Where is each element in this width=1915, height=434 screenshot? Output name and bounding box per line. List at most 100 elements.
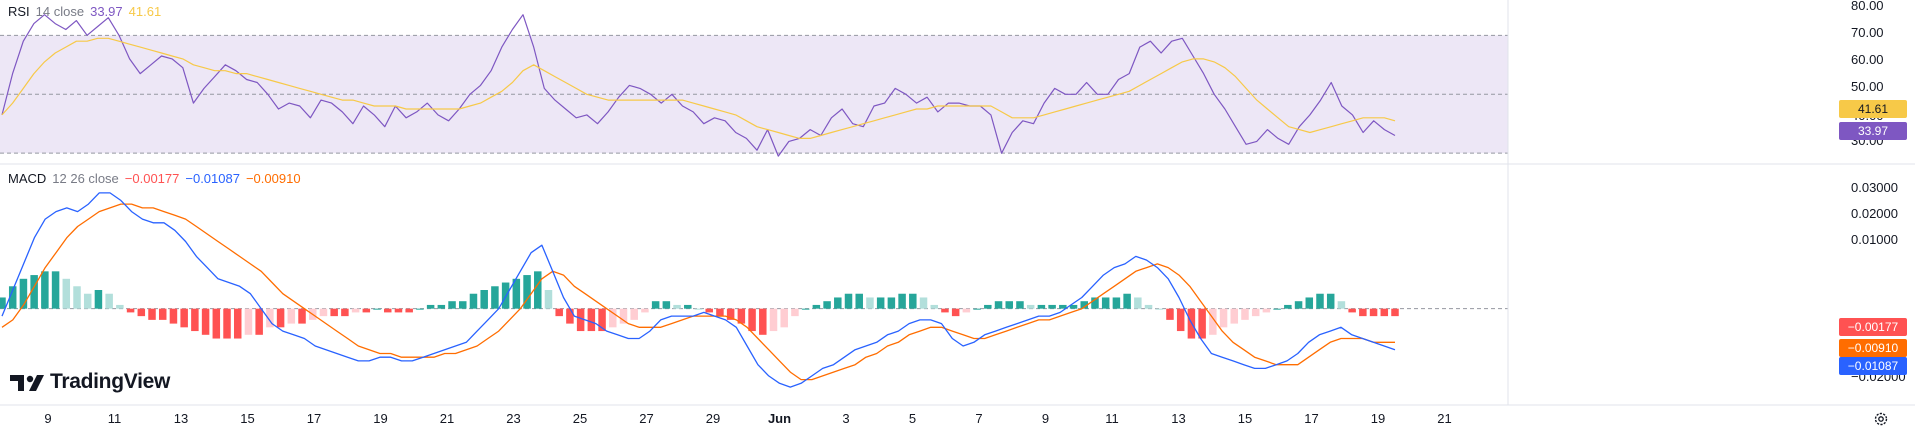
macd-histogram-bar: [416, 308, 424, 310]
macd-histogram-bar: [1348, 308, 1356, 313]
macd-line-tag: −0.01087: [1839, 357, 1907, 375]
macd-histogram-bar: [641, 308, 649, 313]
macd-legend[interactable]: MACD 12 26 close −0.00177 −0.01087 −0.00910: [8, 171, 307, 186]
rsi-title: RSI: [8, 4, 30, 19]
macd-histogram-bar: [1359, 308, 1367, 317]
macd-histogram-bar: [8, 286, 17, 309]
macd-histogram-bar: [1391, 308, 1399, 317]
macd-histogram-bar: [823, 301, 831, 309]
rsi-legend[interactable]: RSI 14 close 33.97 41.61: [8, 4, 167, 19]
macd-histogram-bar: [555, 308, 563, 317]
rsi-params: 14 close: [35, 4, 85, 19]
macd-line-value: −0.01087: [185, 171, 240, 186]
tradingview-logo-icon: [10, 375, 44, 391]
x-axis-label: 11: [1105, 411, 1119, 426]
macd-histogram-bar: [384, 308, 392, 313]
macd-histogram-bar: [212, 308, 221, 339]
x-axis-label: 9: [1041, 411, 1050, 426]
x-axis-label: Jun: [767, 411, 792, 426]
macd-title: MACD: [8, 171, 47, 186]
macd-histogram-bar: [994, 301, 1003, 309]
macd-histogram-bar: [898, 293, 906, 309]
macd-histogram-bar: [587, 308, 596, 332]
macd-histogram-bar: [437, 304, 446, 309]
macd-tick-002: 0.02000: [1851, 206, 1898, 221]
macd-histogram-bar: [330, 308, 338, 317]
macd-histogram-bar: [41, 271, 49, 309]
macd-histogram-bar: [1209, 308, 1217, 335]
macd-histogram-bar: [1059, 304, 1067, 309]
rsi-tag: 33.97: [1839, 122, 1907, 140]
macd-pane: [0, 192, 1508, 388]
macd-histogram-bar: [276, 308, 285, 328]
macd-histogram-bar: [780, 308, 788, 328]
x-axis-label: 19: [373, 411, 388, 426]
macd-histogram-bar: [341, 308, 349, 317]
x-axis-label: 25: [572, 411, 588, 426]
macd-histogram-bar: [1166, 308, 1174, 320]
macd-histogram-bar: [1326, 293, 1335, 309]
macd-histogram-bar: [791, 308, 799, 317]
macd-histogram-bar: [1230, 308, 1239, 324]
macd-histogram-bar: [1016, 301, 1024, 309]
x-axis-label: 7: [975, 411, 983, 426]
macd-histogram-bar: [459, 301, 467, 309]
rsi-pane: [0, 14, 1508, 157]
macd-histogram-bar: [512, 278, 521, 309]
macd-histogram-bar: [930, 304, 938, 309]
macd-histogram-bar: [1305, 297, 1314, 309]
macd-histogram-bar: [1069, 304, 1078, 309]
macd-histogram-bar: [1273, 308, 1281, 310]
macd-histogram-bar: [748, 308, 756, 332]
macd-histogram-bar: [951, 308, 960, 317]
x-axis-label: 29: [705, 411, 721, 426]
macd-histogram-bar: [1005, 301, 1013, 309]
macd-params: 12 26 close: [52, 171, 119, 186]
settings-gear-icon[interactable]: [1873, 411, 1889, 427]
macd-histogram-bar: [759, 308, 767, 335]
x-axis-label: 5: [908, 411, 917, 426]
x-axis-label: 19: [1370, 411, 1386, 426]
macd-histogram-bar: [566, 308, 574, 324]
macd-histogram-bar: [1026, 304, 1035, 309]
rsi-ma-line: [1, 37, 1396, 139]
macd-histogram-bar: [1176, 308, 1185, 332]
macd-histogram-bar: [716, 308, 724, 317]
macd-histogram-bar: [169, 308, 178, 324]
macd-histogram-bar: [705, 308, 713, 313]
macd-line: [1, 192, 1396, 388]
macd-histogram-bar: [83, 293, 92, 309]
macd-tick-001: 0.01000: [1851, 232, 1898, 247]
logo-text: TradingView: [50, 370, 171, 393]
macd-histogram-bar: [619, 308, 628, 324]
macd-histogram-bar: [1251, 308, 1260, 317]
x-axis-label: 15: [1237, 411, 1253, 426]
rsi-line: [1, 14, 1396, 157]
macd-histogram-bar: [426, 304, 435, 309]
macd-histogram-bar: [1048, 304, 1056, 309]
macd-histogram-bar: [1262, 308, 1271, 313]
macd-histogram-bar: [1219, 308, 1228, 328]
macd-signal-value: −0.00910: [245, 171, 301, 186]
macd-histogram-bar: [844, 293, 853, 309]
macd-histogram-bar: [298, 308, 306, 324]
macd-histogram-bar: [909, 293, 917, 309]
macd-histogram-bar: [319, 308, 328, 317]
macd-histogram-bar: [1144, 304, 1153, 309]
macd-histogram-bar: [1198, 308, 1206, 339]
macd-histogram-bar: [855, 293, 863, 309]
macd-histogram-bar: [1337, 301, 1346, 309]
macd-histogram-bar: [694, 308, 703, 310]
macd-hist-tag: −0.00177: [1839, 318, 1907, 336]
macd-histogram-bar: [19, 278, 28, 309]
macd-histogram-bar: [158, 308, 167, 320]
macd-histogram-bar: [1112, 297, 1121, 309]
macd-histogram-bar: [30, 275, 38, 309]
macd-histogram-bar: [866, 297, 874, 309]
macd-histogram-bar: [941, 308, 949, 313]
x-axis-label: 23: [506, 411, 521, 426]
macd-histogram-bar: [534, 271, 542, 309]
macd-histogram-bar: [62, 278, 71, 309]
tradingview-logo[interactable]: TradingView: [10, 370, 170, 394]
